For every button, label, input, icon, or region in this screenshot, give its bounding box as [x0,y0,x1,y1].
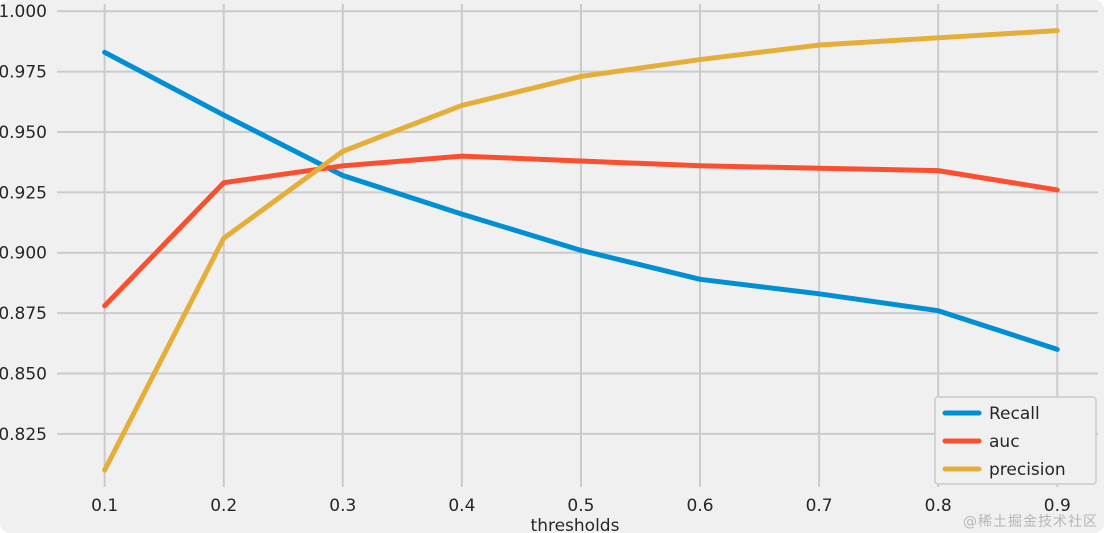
gridlines [57,4,1098,487]
legend: Recall auc precision [934,396,1097,485]
y-axis-tick-labels: 0.825 0.850 0.875 0.900 0.925 0.950 0.975 1.000 [0,2,47,445]
x-tick-label: 0.5 [567,496,594,516]
x-tick-label: 0.8 [925,496,952,516]
x-tick-label: 0.6 [687,496,714,516]
x-tick-label: 0.4 [448,496,475,516]
x-tick-label: 0.9 [1044,496,1071,516]
y-tick-label: 0.825 [0,425,47,445]
precision-line [102,28,1060,473]
x-axis-label: thresholds [531,516,620,533]
x-tick-label: 0.7 [806,496,833,516]
legend-label-recall: Recall [989,404,1040,424]
legend-label-auc: auc [989,432,1020,452]
y-tick-label: 0.900 [0,244,47,264]
y-tick-label: 0.925 [0,183,47,203]
legend-label-precision: precision [989,460,1066,480]
x-tick-label: 0.3 [329,496,356,516]
y-tick-label: 1.000 [0,2,47,22]
y-tick-label: 0.950 [0,123,47,143]
y-tick-label: 0.975 [0,63,47,83]
x-tick-label: 0.1 [91,496,118,516]
legend-box [934,396,1097,485]
x-axis-tick-labels: 0.1 0.2 0.3 0.4 0.5 0.6 0.7 0.8 0.9 [91,496,1071,516]
y-tick-label: 0.850 [0,364,47,384]
recall-line [102,49,1060,352]
auc-line [102,153,1060,309]
y-tick-label: 0.875 [0,304,47,324]
x-tick-label: 0.2 [210,496,237,516]
